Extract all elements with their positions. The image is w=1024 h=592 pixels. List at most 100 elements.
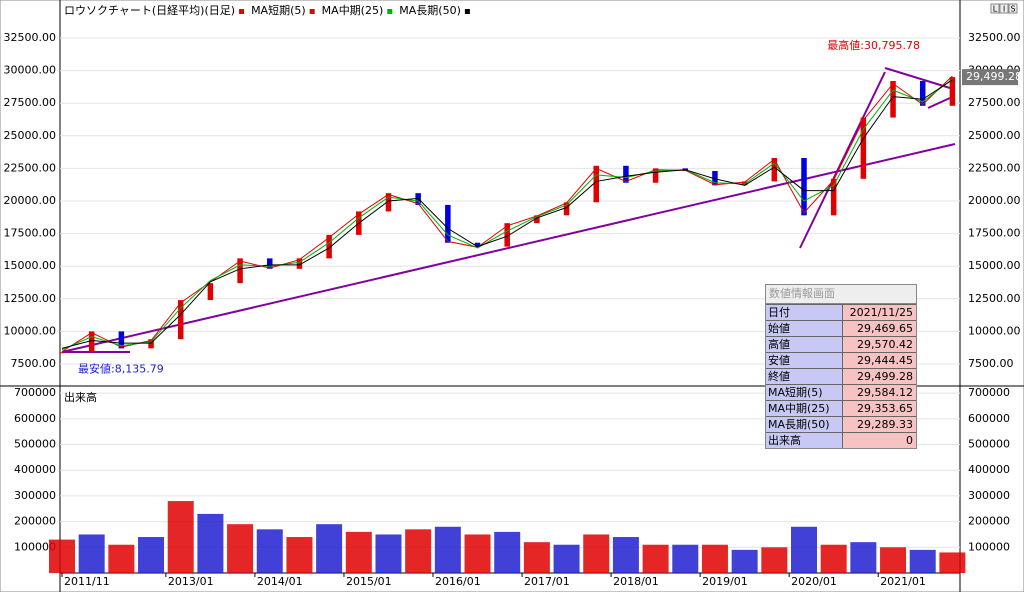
y-tick-label-right: 7500.00 [968,357,1014,370]
volume-bar [850,542,877,573]
info-row: MA中期(25) 29,353.65 [766,400,916,416]
volume-bar [375,534,402,573]
candle [563,202,570,216]
candle [326,234,332,259]
y-tick-label-right: 27500.00 [968,96,1021,109]
y-tick-label-right: 12500.00 [968,292,1021,305]
info-title: 数値情報画面 [766,285,916,304]
info-key: 安値 [766,353,843,368]
volume-bar [405,529,432,573]
toolbar-button[interactable]: L [990,3,1000,14]
volume-bar [583,534,610,573]
info-value: 29,469.65 [843,321,916,336]
y-tick-label: 200000 [14,515,56,528]
y-tick-label: 27500.00 [4,96,57,109]
candle [237,258,243,284]
info-row: 高値 29,570.42 [766,336,916,352]
volume-bar [939,552,966,573]
info-key: 終値 [766,369,843,384]
candle [177,300,184,340]
candle [267,258,273,269]
volume-bar [523,542,550,573]
y-tick-label: 400000 [14,463,56,476]
info-value: 29,353.65 [843,401,916,416]
trend-line [927,97,951,109]
y-tick-label: 30000.00 [4,64,57,77]
x-tick-label: 2013/01 [168,575,214,588]
volume-bar [49,539,75,573]
volume-bar [316,524,343,573]
volume-bar [78,534,105,573]
info-row: 日付 2021/11/25 [766,304,916,320]
y-tick-label: 500000 [14,438,56,451]
legend-swatch [464,9,470,14]
volume-bar [672,544,699,573]
volume-title: 出来高 [64,390,97,404]
info-row: 出来高 0 [766,432,916,448]
y-tick-label: 700000 [14,386,56,399]
y-tick-label: 20000.00 [4,194,57,207]
candle [741,181,748,186]
y-tick-label: 17500.00 [4,227,57,240]
info-key: 高値 [766,337,843,352]
y-tick-label: 300000 [14,489,56,502]
info-panel: 数値情報画面 日付 2021/11/25 始値 29,469.65 高値 29,570.4… [765,284,917,449]
toolbar-button-label: I [1003,5,1005,14]
volume-bar [553,544,580,573]
candle [712,171,718,186]
y-tick-label-right: 10000.00 [968,324,1021,337]
candle [207,283,214,301]
info-value: 29,444.45 [843,353,916,368]
trend-line [799,71,886,249]
info-row: MA長期(50) 29,289.33 [766,416,916,432]
volume-bar [256,529,283,573]
toolbar-button[interactable]: I [999,3,1009,14]
y-tick-label: 15000.00 [4,259,57,272]
legend-label: ロウソクチャート(日経平均)(日足) [64,4,235,17]
info-key: MA短期(5) [766,385,843,400]
volume-bar [642,544,669,573]
info-value: 29,570.42 [843,337,916,352]
volume-bar [227,524,254,573]
candle [771,157,778,182]
toolbar-button[interactable]: S [1008,3,1018,14]
volume-bar [701,544,728,573]
y-tick-label: 32500.00 [4,31,57,44]
toolbar-button-box [990,3,1000,14]
high-annotation: 最高値:30,795.78 [827,38,920,52]
candle [830,178,837,216]
info-row: 安値 29,444.45 [766,352,916,368]
y-tick-label-right: 500000 [968,438,1010,451]
candle [534,215,540,224]
ma-line [61,79,953,349]
info-value: 29,584.12 [843,385,916,400]
candle [949,77,956,106]
legend-label: MA中期(25) [322,4,384,17]
y-tick-label-right: 32500.00 [968,31,1021,44]
y-tick-label-right: 17500.00 [968,227,1021,240]
volume-bar [612,537,639,573]
y-tick-label-right: 700000 [968,386,1010,399]
volume-bar [820,544,847,573]
legend-swatch [387,9,393,14]
y-tick-label: 12500.00 [4,292,57,305]
volume-bar [909,549,936,573]
y-tick-label: 100000 [14,540,56,553]
info-value: 29,289.33 [843,417,916,432]
low-annotation: 最安値:8,135.79 [78,362,164,376]
volume-bar [880,547,907,573]
y-tick-label-right: 100000 [968,540,1010,553]
volume-bar [197,513,224,573]
legend-swatch [239,9,245,14]
x-tick-label: 2018/01 [613,575,659,588]
y-tick-label-right: 25000.00 [968,129,1021,142]
volume-bar [731,549,758,573]
candle [118,331,125,349]
candle [296,258,303,269]
x-tick-label: 2015/01 [346,575,392,588]
info-value: 2021/11/25 [843,305,916,320]
y-tick-label: 22500.00 [4,161,57,174]
candle [59,352,65,354]
candle [860,117,867,179]
y-tick-label-right: 15000.00 [968,259,1021,272]
